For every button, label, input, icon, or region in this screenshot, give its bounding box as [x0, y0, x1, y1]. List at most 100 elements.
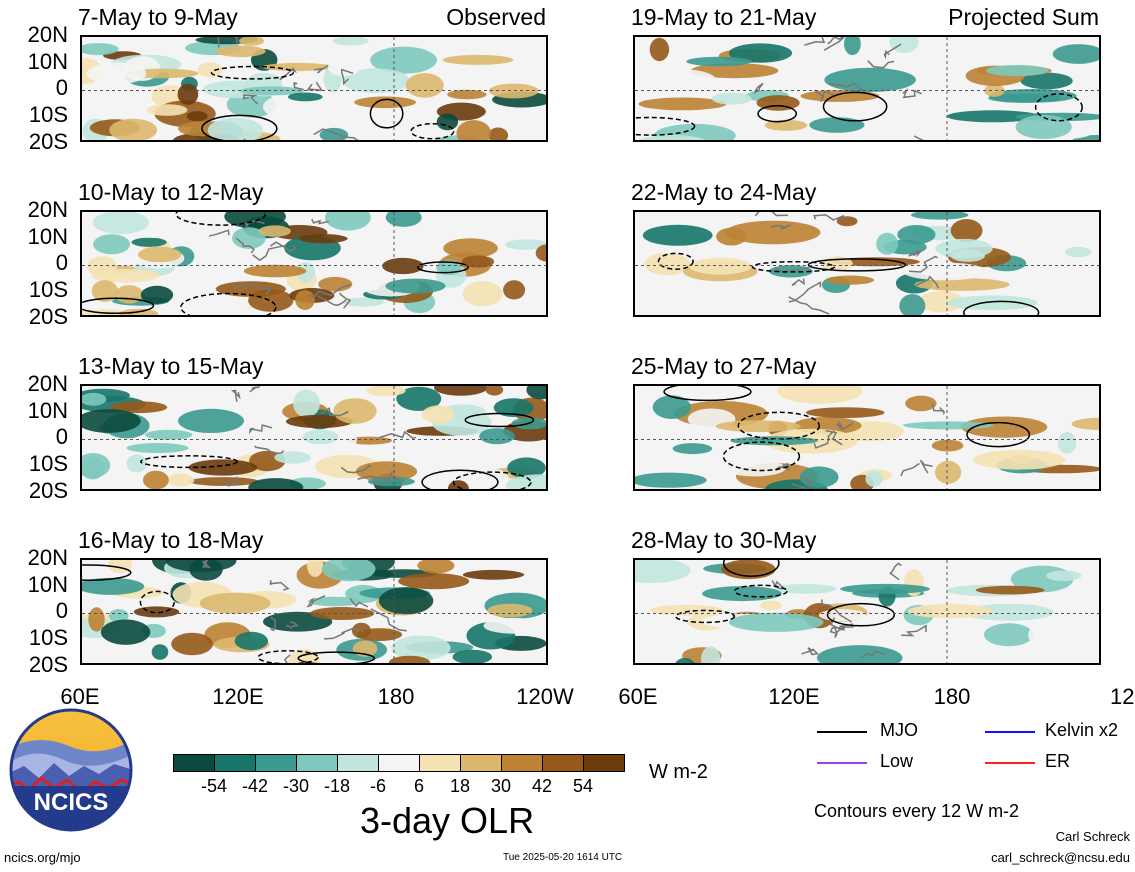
olr-anomaly-blob [412, 224, 436, 235]
mjo-contour [82, 297, 155, 315]
olr-anomaly-blob [288, 649, 320, 663]
olr-anomaly-blob [82, 641, 109, 663]
lat-label: 10N [27, 223, 68, 249]
olr-anomaly-blob [1064, 246, 1092, 258]
olr-anomaly-blob [295, 290, 315, 310]
olr-anomaly-blob [730, 436, 818, 446]
olr-anomaly-blob [1052, 44, 1099, 64]
coastline [311, 218, 329, 225]
olr-anomaly-blob [764, 297, 797, 314]
olr-anomaly-blob [133, 606, 180, 618]
olr-anomaly-blob [417, 560, 455, 574]
olr-anomaly-blob [984, 623, 1034, 647]
olr-field [82, 212, 546, 315]
lat-label: 10S [28, 450, 68, 476]
colorbar-segment [378, 754, 420, 772]
olr-anomaly-blob [935, 238, 993, 259]
coastline [293, 82, 304, 91]
olr-anomaly-blob [638, 135, 706, 140]
coastline [340, 464, 373, 474]
mjo-contour [210, 65, 295, 80]
coastline [829, 617, 854, 631]
colorbar-segment [419, 754, 461, 772]
olr-anomaly-blob [836, 216, 858, 227]
olr-field [635, 37, 1099, 140]
olr-anomaly-blob [946, 110, 1040, 123]
mjo-contour [297, 651, 376, 663]
coastline [269, 241, 297, 253]
colorbar-units: W m-2 [649, 761, 708, 783]
olr-map-panel [80, 384, 548, 491]
lat-label: 20N [27, 197, 68, 222]
olr-anomaly-blob [217, 295, 256, 310]
coastline [883, 43, 902, 60]
lon-label-60e-right: 60E [618, 684, 658, 709]
colorbar-segment [214, 754, 256, 772]
olr-anomaly-blob [840, 583, 930, 594]
olr-anomaly-blob [485, 386, 504, 396]
colorbar-tick-label: -30 [282, 776, 310, 796]
coastline [867, 60, 895, 69]
mjo-contour [966, 421, 1031, 448]
olr-field [635, 212, 1099, 315]
colorbar-segment [501, 754, 543, 772]
olr-anomaly-blob [240, 86, 304, 96]
olr-anomaly-blob [809, 117, 865, 133]
olr-anomaly-blob [234, 631, 269, 651]
olr-anomaly-blob [805, 407, 885, 418]
coastline [836, 421, 854, 431]
coastline [254, 445, 285, 454]
coastline [248, 424, 273, 435]
coastline [233, 283, 273, 296]
olr-anomaly-blob [675, 658, 695, 663]
coastline [234, 37, 240, 45]
mjo-contour [826, 602, 896, 627]
colorbar-tick-label: 6 [413, 776, 425, 796]
olr-anomaly-blob [456, 120, 491, 140]
olr-anomaly-blob [131, 237, 167, 247]
olr-anomaly-blob [82, 577, 145, 595]
mjo-contour [722, 441, 801, 472]
coastline [283, 654, 291, 663]
olr-anomaly-blob [931, 439, 964, 452]
olr-anomaly-blob [140, 285, 174, 304]
coastline [218, 475, 239, 487]
olr-anomaly-blob [702, 586, 782, 602]
olr-anomaly-blob [816, 645, 903, 663]
olr-anomaly-blob [332, 37, 369, 46]
olr-anomaly-blob [1057, 432, 1077, 454]
olr-anomaly-blob [650, 604, 724, 616]
coastline [341, 68, 354, 86]
lat-label: 20S [28, 129, 68, 154]
olr-anomaly-blob [356, 628, 403, 641]
panel-title: 16-May to 18-May [78, 527, 264, 553]
coastline [813, 430, 835, 449]
colorbar-tick-label: -6 [369, 776, 387, 796]
olr-anomaly-blob [126, 454, 147, 473]
olr-anomaly-blob [82, 43, 119, 56]
coastline [834, 626, 854, 638]
olr-anomaly-blob [307, 560, 324, 577]
olr-anomaly-blob [652, 395, 691, 419]
mjo-contour [421, 469, 499, 489]
olr-anomaly-blob [346, 436, 392, 445]
olr-map-panel [80, 35, 548, 142]
panel-title: 10-May to 12-May [78, 179, 264, 205]
coastline [803, 475, 815, 489]
olr-anomaly-blob [975, 585, 1045, 595]
mjo-contour [417, 261, 469, 274]
olr-anomaly-blob [535, 244, 546, 262]
olr-anomaly-blob [728, 43, 793, 63]
olr-anomaly-blob [107, 560, 133, 574]
olr-anomaly-blob [818, 609, 866, 622]
olr-anomaly-blob [493, 398, 534, 417]
olr-anomaly-blob [199, 592, 271, 614]
olr-anomaly-blob [151, 644, 169, 660]
olr-map-panel [633, 210, 1101, 317]
olr-anomaly-blob [988, 89, 1077, 103]
olr-anomaly-blob [100, 619, 151, 645]
lat-label: 0 [55, 424, 68, 449]
olr-anomaly-blob [961, 416, 1048, 438]
olr-anomaly-blob [985, 65, 1049, 77]
olr-anomaly-blob [318, 276, 353, 292]
